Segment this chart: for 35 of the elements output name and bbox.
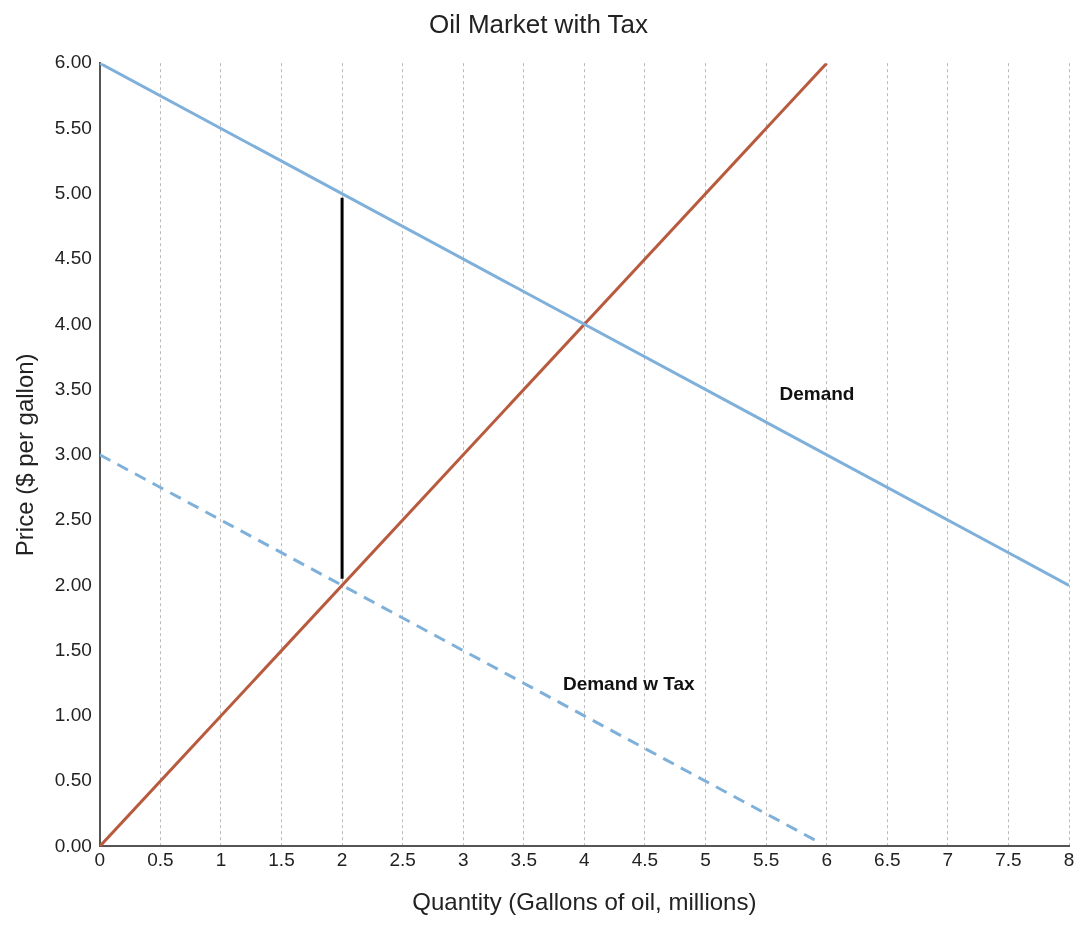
y-tick-label: 4.00 bbox=[54, 312, 92, 334]
x-tick-label: 2.5 bbox=[389, 849, 416, 871]
series-label: Demand w Tax bbox=[562, 672, 695, 694]
y-tick-label: 5.50 bbox=[54, 116, 92, 138]
y-tick-label: 0.50 bbox=[54, 769, 92, 791]
y-tick-label: 2.50 bbox=[54, 508, 92, 530]
x-tick-label: 7 bbox=[942, 849, 954, 871]
x-tick-label: 5.5 bbox=[752, 849, 780, 871]
x-tick-label: 8 bbox=[1063, 849, 1075, 871]
y-tick-label: 3.50 bbox=[54, 377, 92, 399]
series-label: Demand bbox=[779, 382, 855, 404]
y-tick-label: 5.00 bbox=[54, 181, 92, 203]
chart-title: Oil Market with Tax bbox=[428, 8, 649, 39]
y-tick-label: 1.50 bbox=[54, 638, 92, 660]
x-tick-label: 6 bbox=[821, 849, 832, 871]
x-tick-label: 0.5 bbox=[147, 849, 174, 871]
x-tick-label: 1.5 bbox=[268, 849, 295, 871]
y-tick-label: 6.00 bbox=[54, 51, 92, 73]
y-tick-label: 1.00 bbox=[54, 704, 92, 726]
x-tick-label: 3 bbox=[457, 849, 469, 871]
y-tick-label: 3.00 bbox=[54, 443, 92, 465]
y-tick-label: 0.00 bbox=[54, 834, 92, 856]
x-tick-label: 1 bbox=[215, 849, 227, 871]
x-tick-label: 4.5 bbox=[631, 849, 659, 871]
x-tick-label: 0 bbox=[94, 849, 106, 871]
x-tick-label: 2 bbox=[336, 849, 348, 871]
x-tick-label: 3.5 bbox=[510, 849, 538, 871]
x-tick-label: 6.5 bbox=[874, 849, 901, 871]
x-tick-label: 5 bbox=[700, 849, 711, 871]
x-axis-title: Quantity (Gallons of oil, millions) bbox=[412, 888, 757, 916]
x-tick-label: 4 bbox=[579, 849, 591, 871]
y-tick-label: 2.00 bbox=[54, 573, 92, 595]
x-tick-label: 7.5 bbox=[995, 849, 1022, 871]
y-tick-label: 4.50 bbox=[54, 247, 92, 269]
y-axis-title: Price ($ per gallon) bbox=[11, 353, 39, 557]
